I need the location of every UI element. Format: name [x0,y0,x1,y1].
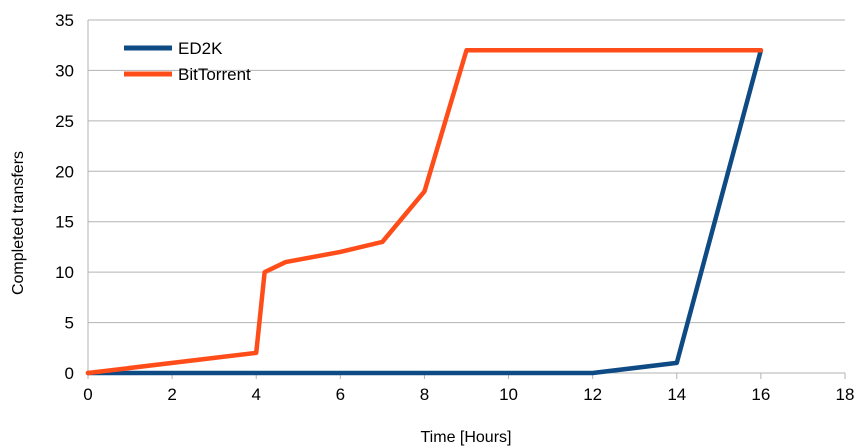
x-tick-label: 0 [83,385,92,404]
x-tick-label: 14 [667,385,686,404]
y-tick-label: 5 [65,314,74,333]
y-tick-label: 25 [55,112,74,131]
series-line-ed2k [85,48,764,376]
y-tick-labels: 0 5 10 15 20 25 30 35 [55,11,74,383]
x-tick-label: 18 [836,385,855,404]
y-tick-label: 0 [65,364,74,383]
x-tick-label: 16 [751,385,770,404]
x-tick-label: 6 [336,385,345,404]
x-tick-label: 2 [167,385,176,404]
x-tick-label: 4 [251,385,260,404]
y-tick-label: 10 [55,263,74,282]
y-tick-label: 20 [55,162,74,181]
series-line-bittorrent [85,48,764,376]
x-tick-labels: 0 2 4 6 8 10 12 14 16 18 [83,385,854,404]
x-tick-label: 10 [499,385,518,404]
y-tick-label: 30 [55,61,74,80]
x-tick-label: 8 [420,385,429,404]
x-tick-label: 12 [583,385,602,404]
legend-label: BitTorrent [178,65,251,84]
y-tick-label: 35 [55,11,74,30]
y-axis-title: Completed transfers [10,151,27,295]
legend: ED2K BitTorrent [124,39,251,84]
series-layer [85,48,764,376]
gridlines [88,19,845,374]
y-tick-label: 15 [55,213,74,232]
legend-label: ED2K [178,39,223,58]
x-axis-title: Time [Hours] [421,429,512,446]
